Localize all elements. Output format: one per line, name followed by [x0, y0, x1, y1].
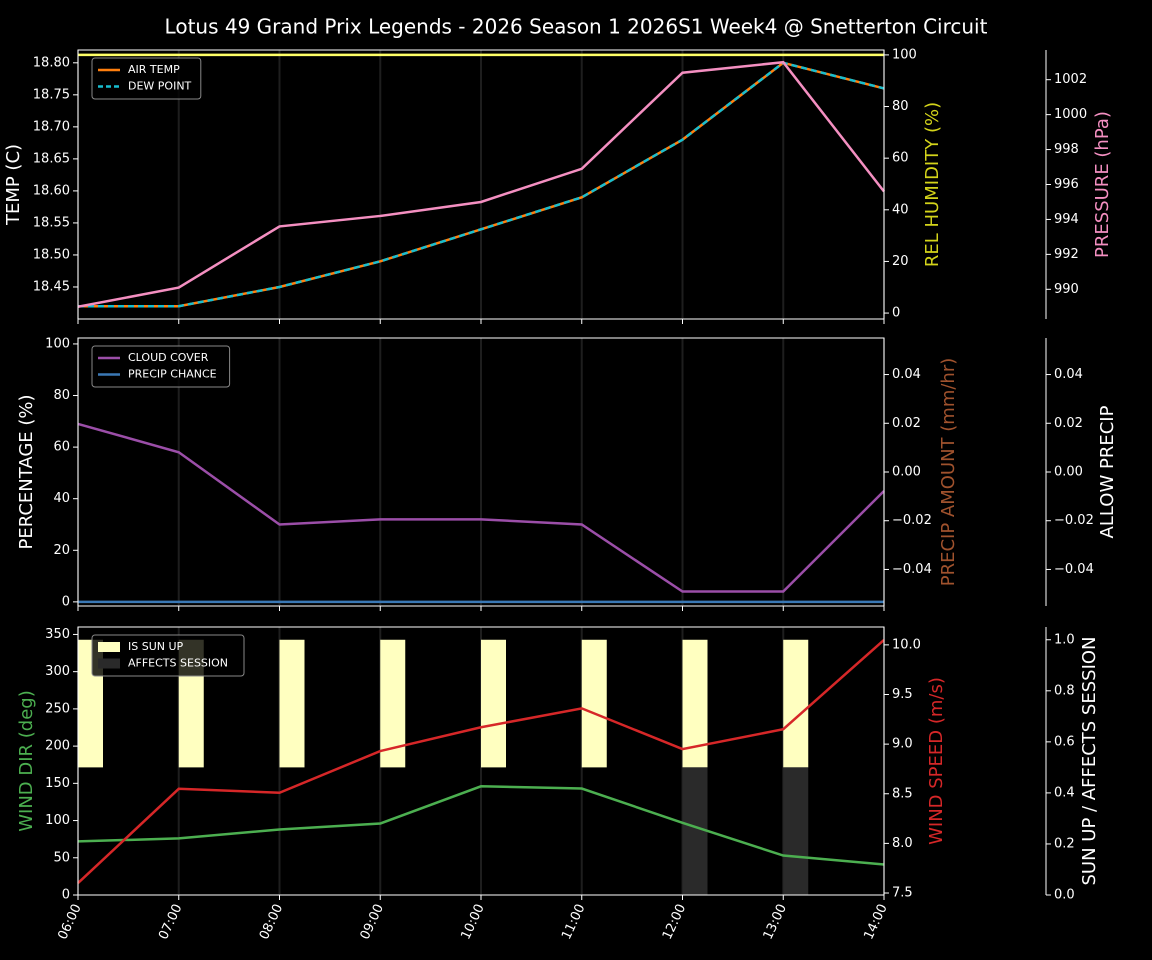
y-tick-label: 40 [53, 491, 70, 506]
y-tick-label: 18.60 [33, 183, 70, 198]
y-tick-label: 992 [1054, 247, 1079, 262]
y-tick-label: 0 [62, 888, 70, 903]
y-tick-label: 18.70 [33, 119, 70, 134]
y-tick-label: 9.0 [892, 737, 913, 752]
legend-swatch [98, 658, 120, 669]
y-tick-label: 9.5 [892, 687, 913, 702]
legend-box [91, 634, 245, 677]
y-tick-label: 60 [53, 440, 70, 455]
series-line [77, 422, 885, 593]
bar [783, 767, 809, 895]
y-tick-label: 250 [45, 701, 70, 716]
y-tick-label: 40 [892, 202, 909, 217]
y-tick-label: 0.02 [1054, 416, 1083, 431]
y-tick-label: −0.02 [892, 513, 932, 528]
bar [682, 767, 708, 895]
axis-label: TEMP (C) [3, 144, 24, 226]
axis-label: WIND DIR (deg) [16, 690, 37, 832]
bar [481, 639, 506, 768]
legend-box [91, 57, 202, 100]
series-line [77, 785, 885, 866]
axis-label: PRESSURE (hPa) [1092, 111, 1113, 258]
y-tick-label: 0.00 [1054, 465, 1083, 480]
y-tick-label: 996 [1054, 177, 1079, 192]
y-tick-label: 0.6 [1054, 734, 1075, 749]
legend-label: IS SUN UP [128, 640, 184, 653]
y-tick-label: 990 [1054, 282, 1079, 297]
y-tick-label: 20 [53, 543, 70, 558]
y-tick-label: 8.0 [892, 836, 913, 851]
axis-label: ALLOW PRECIP [1097, 405, 1118, 538]
legend-label: AIR TEMP [128, 63, 180, 76]
y-tick-label: 18.45 [33, 279, 70, 294]
series-line [78, 61, 885, 308]
axis-label: WIND SPEED (m/s) [926, 677, 947, 845]
legend-swatch [98, 642, 120, 652]
axis-label: SUN UP / AFFECTS SESSION [1079, 636, 1100, 885]
y-tick-label: 998 [1054, 142, 1079, 157]
y-tick-label: −0.04 [1054, 562, 1094, 577]
y-tick-label: 50 [53, 850, 70, 865]
legend-label: AFFECTS SESSION [128, 657, 228, 670]
plot-frame [77, 626, 885, 896]
legend-box [91, 345, 231, 388]
y-tick-label: 7.5 [892, 886, 913, 901]
y-tick-label: 0.04 [1054, 367, 1083, 382]
y-tick-label: 200 [45, 739, 70, 754]
y-tick-label: 0 [892, 306, 900, 321]
bar [279, 639, 305, 768]
plot-frame [77, 49, 885, 320]
y-tick-label: 18.65 [33, 151, 70, 166]
bar [581, 639, 607, 768]
chart-title: Lotus 49 Grand Prix Legends - 2026 Seaso… [165, 15, 988, 39]
y-tick-label: 80 [53, 388, 70, 403]
y-tick-label: 20 [892, 254, 909, 269]
y-tick-label: 80 [892, 99, 909, 114]
series-line [77, 638, 885, 885]
y-tick-label: −0.02 [1054, 513, 1094, 528]
axis-label: PERCENTAGE (%) [16, 394, 37, 549]
y-tick-label: 0.04 [892, 367, 921, 382]
y-tick-label: 18.50 [33, 247, 70, 262]
y-tick-label: 300 [45, 664, 70, 679]
y-tick-label: 18.80 [33, 55, 70, 70]
y-tick-label: 100 [892, 47, 917, 62]
y-tick-label: −0.04 [892, 562, 932, 577]
y-tick-label: 1000 [1054, 107, 1087, 122]
y-tick-label: 0.02 [892, 416, 921, 431]
axis-label: REL HUMIDITY (%) [922, 102, 943, 267]
y-tick-label: 350 [45, 627, 70, 642]
series-line [77, 60, 885, 309]
y-tick-label: 0.0 [1054, 888, 1075, 903]
bar [783, 639, 809, 768]
y-tick-label: 60 [892, 151, 909, 166]
y-tick-label: 8.5 [892, 786, 913, 801]
y-tick-label: 0.4 [1054, 785, 1075, 800]
y-tick-label: 0.8 [1054, 683, 1075, 698]
y-tick-label: 0.00 [892, 465, 921, 480]
y-tick-label: 0 [62, 594, 70, 609]
legend-label: PRECIP CHANCE [128, 368, 217, 381]
y-tick-label: 150 [45, 776, 70, 791]
legend-label: DEW POINT [128, 80, 192, 93]
y-tick-label: 0.2 [1054, 836, 1075, 851]
y-tick-label: 100 [45, 813, 70, 828]
axis-label: PRECIP AMOUNT (mm/hr) [938, 358, 959, 587]
y-tick-label: 10.0 [892, 637, 921, 652]
y-tick-label: 18.75 [33, 87, 70, 102]
y-tick-label: 1.0 [1054, 632, 1075, 647]
legend-label: CLOUD COVER [128, 351, 209, 364]
y-tick-label: 18.55 [33, 215, 70, 230]
y-tick-label: 100 [45, 336, 70, 351]
y-tick-label: 1002 [1054, 72, 1087, 87]
y-tick-label: 994 [1054, 212, 1079, 227]
